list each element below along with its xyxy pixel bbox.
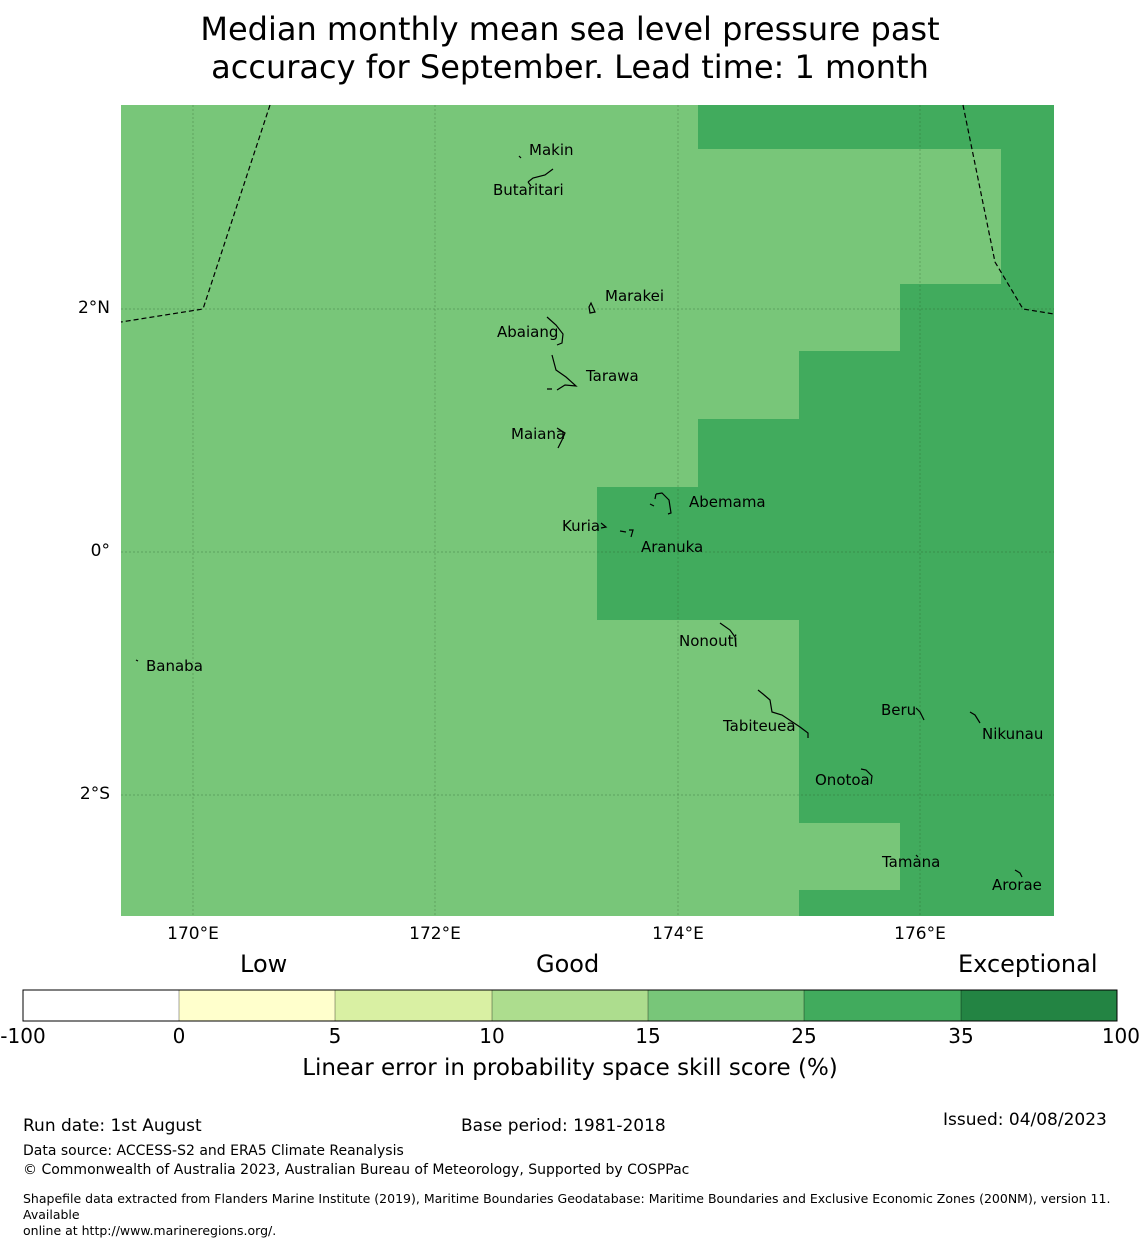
colorbar-tick: 5 — [328, 1024, 342, 1048]
colorbar-tick: 15 — [635, 1024, 661, 1048]
label-butaritari: Butaritari — [493, 181, 564, 199]
colorbar-bin-1 — [179, 990, 335, 1021]
colorbar-bin-5 — [804, 990, 961, 1021]
copyright: © Commonwealth of Australia 2023, Austra… — [23, 1162, 690, 1178]
lat-label-0: 0° — [90, 541, 110, 561]
colorbar-tick: 0 — [172, 1024, 186, 1048]
lat-label-2n: 2°N — [77, 298, 110, 318]
coast-nikunau — [969, 711, 981, 724]
coast-beru — [915, 707, 925, 721]
coast-onotoa — [860, 768, 873, 785]
label-marakei: Marakei — [605, 287, 664, 305]
label-abaiang: Abaiang — [497, 323, 558, 341]
colorbar-tick: -100 — [0, 1024, 46, 1048]
eez-boundaries — [120, 104, 1055, 323]
run-date: Run date: 1st August — [23, 1116, 202, 1136]
colorbar-tick: 25 — [791, 1024, 817, 1048]
coast-tamana — [915, 854, 919, 858]
label-makin: Makin — [529, 141, 574, 159]
skill-score-grid — [121, 105, 1054, 916]
label-arorae: Arorae — [992, 876, 1042, 894]
graticule — [121, 105, 1054, 916]
coast-maiana — [556, 427, 566, 449]
colorbar — [22, 989, 1118, 1022]
colorbar-label-good: Good — [536, 950, 600, 978]
coast-tabiteuea — [757, 689, 809, 738]
coast-marakei — [588, 301, 596, 314]
lon-label-176e: 176°E — [894, 924, 946, 944]
shapefile-credit: Shapefile data extracted from Flanders M… — [23, 1191, 1138, 1239]
shapefile-credit-line-1: Shapefile data extracted from Flanders M… — [23, 1191, 1111, 1222]
coastlines — [135, 155, 1023, 878]
colorbar-bin-0 — [23, 990, 179, 1021]
colorbar-tick: 100 — [1101, 1024, 1140, 1048]
high-skill-region — [597, 105, 1054, 916]
coast-tarawa — [547, 354, 578, 391]
label-tamana: Tamana — [881, 853, 940, 871]
colorbar-bin-6 — [961, 990, 1117, 1021]
colorbar-outline — [22, 989, 1118, 1022]
label-nikunau: Nikunau — [982, 725, 1043, 743]
island-labels: Makin Butaritari Marakei Abaiang Tarawa … — [146, 141, 1043, 894]
map-title: Median monthly mean sea level pressure p… — [0, 10, 1140, 86]
label-maiana: Maiana — [511, 425, 565, 443]
label-tabiteuea: Tabiteuea — [722, 717, 796, 735]
colorbar-tick: 10 — [479, 1024, 505, 1048]
label-banaba: Banaba — [146, 657, 203, 675]
label-kuria: Kuria — [562, 517, 600, 535]
data-source: Data source: ACCESS-S2 and ERA5 Climate … — [23, 1143, 404, 1159]
colorbar-tick: 35 — [948, 1024, 974, 1048]
title-line-1: Median monthly mean sea level pressure p… — [200, 10, 940, 48]
label-onotoa: Onotoa — [815, 771, 870, 789]
colorbar-bin-4 — [648, 990, 804, 1021]
shapefile-credit-line-2: online at http://www.marineregions.org/. — [23, 1223, 277, 1238]
coast-nonouti — [719, 622, 737, 648]
coast-arorae — [1014, 869, 1023, 878]
lon-label-170e: 170°E — [167, 924, 219, 944]
coast-butaritari — [527, 168, 554, 187]
lon-label-174e: 174°E — [652, 924, 704, 944]
base-period: Base period: 1981-2018 — [461, 1116, 666, 1136]
colorbar-axis-label: Linear error in probability space skill … — [302, 1055, 838, 1081]
label-abemama: Abemama — [689, 493, 766, 511]
colorbar-label-low: Low — [240, 950, 288, 978]
colorbar-bin-2 — [335, 990, 492, 1021]
title-line-2: accuracy for September. Lead time: 1 mon… — [211, 48, 929, 86]
lat-label-2s: 2°S — [79, 784, 110, 804]
lon-label-172e: 172°E — [409, 924, 461, 944]
coast-kuria — [600, 522, 608, 529]
colorbar-label-exceptional: Exceptional — [958, 950, 1098, 978]
issued-date: Issued: 04/08/2023 — [943, 1110, 1107, 1130]
label-tarawa: Tarawa — [585, 367, 639, 385]
colorbar-bin-3 — [492, 990, 648, 1021]
label-nonouti: Nonouti — [679, 632, 738, 650]
coast-makin — [518, 155, 522, 159]
label-beru: Beru — [881, 701, 916, 719]
label-aranuka: Aranuka — [641, 538, 703, 556]
coast-banaba — [135, 659, 139, 662]
coast-aranuka — [619, 529, 634, 538]
coast-abemama — [649, 492, 672, 515]
eez-boundary-east — [962, 104, 1055, 315]
coast-abaiang — [546, 316, 564, 346]
